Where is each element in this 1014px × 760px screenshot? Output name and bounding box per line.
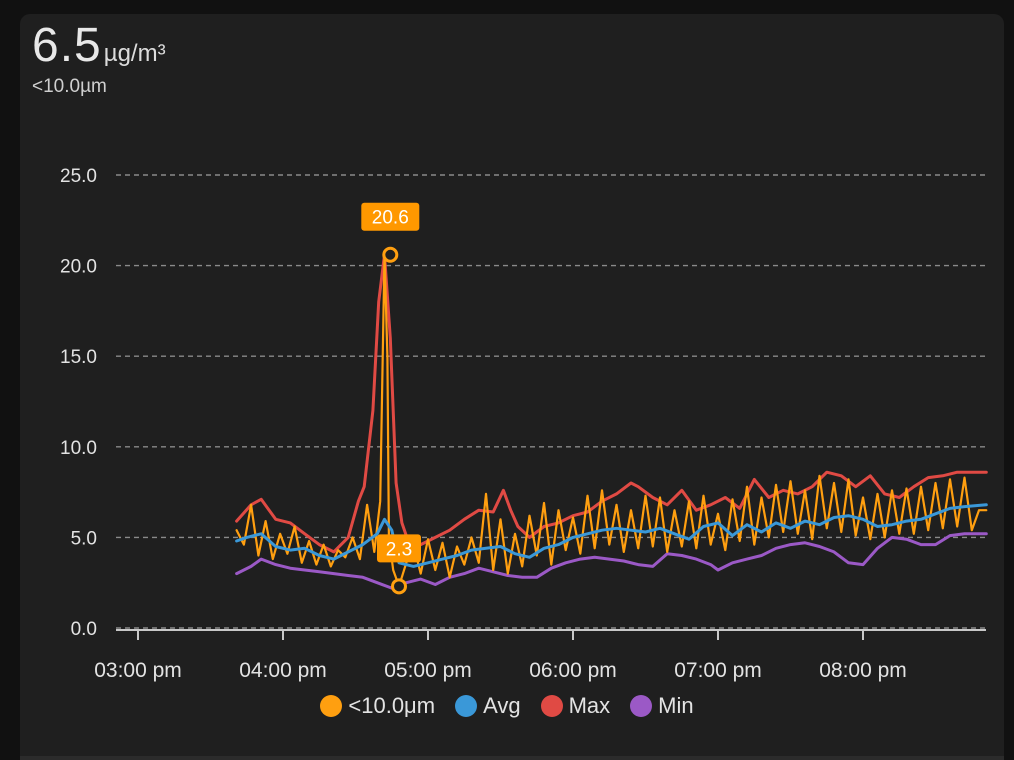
legend-swatch-icon [630,695,653,717]
legend-swatch-icon [540,695,563,717]
series-line-max[interactable] [235,253,988,554]
legend-item-avg[interactable]: Avg [455,693,521,719]
annotation-label: 20.6 [372,208,409,229]
x-axis: 03:00 pm 04:00 pm 05:00 pm 06:00 pm 07:00 pm… [94,629,986,682]
y-tick-label: 25.0 [60,166,97,187]
x-tick-label: 08:00 pm [819,659,907,682]
x-tick-label: 06:00 pm [529,659,617,682]
x-tick-label: 03:00 pm [94,659,182,682]
chart-legend: <10.0μm Avg Max Min [0,693,1014,719]
legend-label: <10.0μm [348,693,436,718]
legend-label: Avg [483,693,521,718]
series-line-pm10[interactable] [235,253,988,588]
legend-label: Min [658,693,694,718]
legend-swatch-icon [320,695,343,717]
annotation-box [377,534,421,563]
sensor-header: 6.5 µg/m³ <10.0µm [32,18,166,98]
y-tick-label: 0.0 [71,619,97,640]
card-divider [20,756,1004,760]
annotation-point[interactable] [391,578,407,595]
grid-lines [116,174,986,629]
annotation-point[interactable] [382,246,399,263]
sensor-name: <10.0µm [32,76,107,97]
series-line-min[interactable] [235,532,988,590]
current-value: 6.5 [32,19,102,72]
history-chart[interactable]: 0.05.010.015.020.025.0 03:00 pm 04:00 pm 0… [0,0,1014,700]
y-axis-ticks: 0.0 5.0 10.0 15.0 20.0 25.0 [60,166,97,640]
series-lines [235,253,988,590]
sensor-card [20,14,1004,760]
current-value-row: 6.5 µg/m³ [32,18,166,78]
x-tick-label: 05:00 pm [384,659,472,682]
y-tick-label: 10.0 [60,438,97,459]
annotations: 20.6 2.3 [361,202,421,595]
legend-item-pm10[interactable]: <10.0μm [320,693,435,719]
annotation-label: 2.3 [386,539,412,560]
y-tick-label: 5.0 [71,528,97,549]
legend-item-max[interactable]: Max [540,693,611,719]
x-tick-label: 04:00 pm [239,659,327,682]
value-unit: µg/m³ [103,40,166,67]
series-line-avg[interactable] [235,503,988,568]
legend-label: Max [568,693,611,718]
y-tick-label: 20.0 [60,257,97,278]
x-tick-label: 07:00 pm [674,659,762,682]
annotation-box [361,202,420,231]
y-tick-label: 15.0 [60,347,97,368]
legend-item-min[interactable]: Min [630,693,694,719]
legend-swatch-icon [455,695,478,717]
